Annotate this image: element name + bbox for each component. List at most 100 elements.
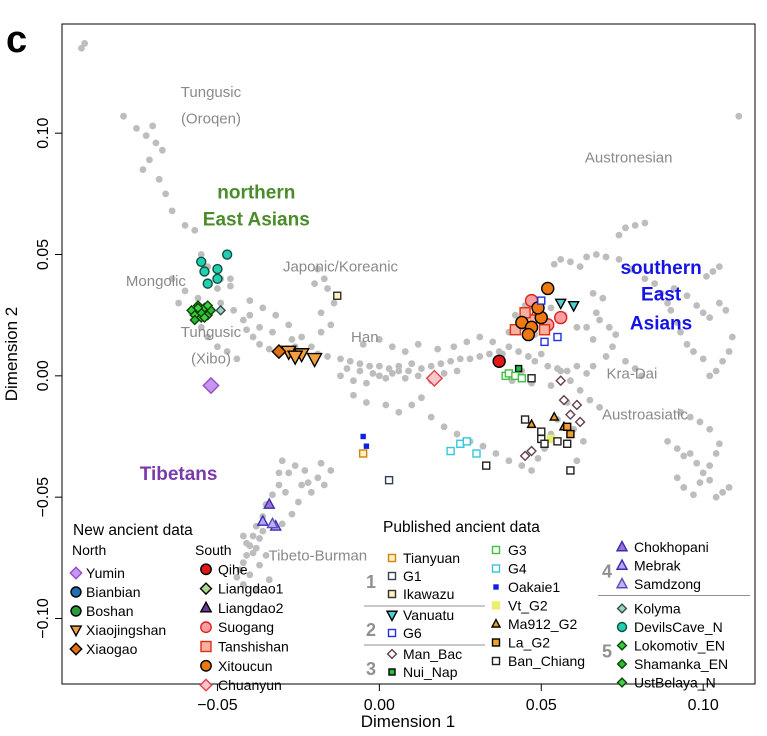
reference-point — [466, 355, 474, 363]
reference-point — [706, 462, 714, 470]
reference-point — [320, 275, 328, 283]
reference-point — [317, 328, 325, 336]
reference-point — [356, 367, 364, 375]
reference-point — [375, 372, 383, 380]
reference-point — [450, 343, 458, 351]
point-devilscave-n — [212, 263, 223, 275]
annotation-han: Han — [351, 329, 379, 346]
point-ban-chiang — [520, 415, 530, 424]
reference-point — [314, 474, 322, 482]
reference-point — [401, 374, 409, 382]
reference-point — [677, 328, 684, 336]
group-label-tibetans: Tibetans — [140, 464, 218, 485]
reference-point — [563, 367, 571, 375]
reference-point — [288, 510, 296, 518]
reference-point — [405, 367, 412, 375]
reference-point — [369, 370, 377, 377]
reference-point — [609, 343, 616, 351]
legend-label-xiaogao: Xiaogao — [86, 641, 138, 657]
reference-point — [596, 403, 603, 411]
reference-point — [256, 561, 263, 569]
reference-point — [168, 275, 176, 283]
reference-point — [615, 255, 623, 263]
legend-label-shamanka-en: Shamanka_EN — [634, 656, 728, 672]
legend-label-xitoucun: Xitoucun — [218, 658, 272, 674]
reference-point — [440, 370, 448, 377]
reference-point — [146, 156, 153, 164]
legend-marker-g1 — [387, 571, 397, 581]
point-man-bac — [558, 394, 570, 406]
legend-marker-liangdao1 — [199, 582, 213, 596]
legend-marker-ban-chiang — [491, 656, 501, 666]
annotation-austronesian: Austronesian — [585, 149, 673, 166]
reference-point — [375, 362, 383, 370]
y-tick-label: −0.10 — [35, 598, 52, 639]
reference-point — [725, 348, 733, 355]
reference-point — [602, 353, 610, 360]
reference-point — [699, 355, 707, 363]
legend-south-title: South — [195, 542, 232, 558]
reference-point — [664, 437, 671, 445]
reference-point — [524, 353, 532, 360]
reference-point — [686, 413, 694, 421]
reference-point — [359, 340, 367, 348]
group-label-southern: southern — [620, 258, 701, 279]
legend-group-number-4: 4 — [602, 562, 612, 582]
reference-point — [592, 251, 600, 258]
legend-label-g1: G1 — [403, 568, 422, 584]
reference-point — [191, 226, 199, 234]
reference-point — [544, 362, 552, 370]
reference-point — [628, 265, 636, 273]
point-g4 — [472, 449, 481, 458]
reference-point — [278, 520, 286, 528]
legend-label-g6: G6 — [403, 625, 422, 641]
legend-marker-chuanyun — [199, 678, 213, 692]
legend-label-vanuatu: Vanuatu — [403, 607, 454, 623]
reference-point — [226, 282, 234, 290]
reference-point — [437, 360, 445, 368]
reference-point — [307, 343, 315, 351]
legend-published-title: Published ancient data — [383, 519, 540, 536]
reference-point — [573, 362, 581, 370]
reference-point — [631, 365, 639, 372]
reference-point — [414, 340, 422, 348]
reference-point — [518, 462, 526, 470]
reference-point — [149, 122, 157, 130]
reference-point — [719, 488, 727, 496]
reference-point — [317, 309, 325, 317]
reference-point — [233, 573, 241, 581]
annotation-tungusic: Tungusic — [181, 324, 242, 341]
reference-point — [256, 535, 263, 542]
reference-point — [690, 491, 697, 499]
reference-point — [622, 357, 629, 365]
reference-point — [269, 491, 276, 499]
reference-point — [690, 348, 697, 355]
reference-point — [350, 391, 357, 399]
reference-point — [673, 474, 681, 482]
point-ban-chiang — [562, 439, 572, 448]
reference-point — [486, 350, 493, 358]
reference-point — [699, 309, 707, 317]
legend-label-oakaie1: Oakaie1 — [508, 579, 560, 595]
reference-point — [686, 450, 694, 457]
reference-point — [181, 221, 189, 229]
reference-point — [547, 382, 555, 389]
reference-point — [712, 367, 720, 375]
reference-point — [693, 302, 701, 309]
reference-point — [534, 454, 542, 462]
legend-label-la-g2: La_G2 — [508, 635, 550, 651]
legend-label-ustbelaya-n: UstBelaya_N — [634, 675, 716, 691]
reference-point — [285, 469, 293, 477]
reference-point — [715, 299, 723, 307]
legend: New ancient data North South Yumin Bianbian B… — [69, 519, 750, 693]
panel-label: c — [6, 19, 27, 61]
reference-point — [557, 255, 565, 263]
reference-point — [243, 539, 250, 547]
legend-label-devilscave-n: DevilsCave_N — [634, 619, 723, 635]
reference-point — [596, 316, 603, 324]
reference-point — [696, 479, 704, 487]
reference-point — [505, 457, 513, 465]
point-xiaojingshan — [286, 350, 304, 366]
reference-point — [673, 319, 681, 326]
